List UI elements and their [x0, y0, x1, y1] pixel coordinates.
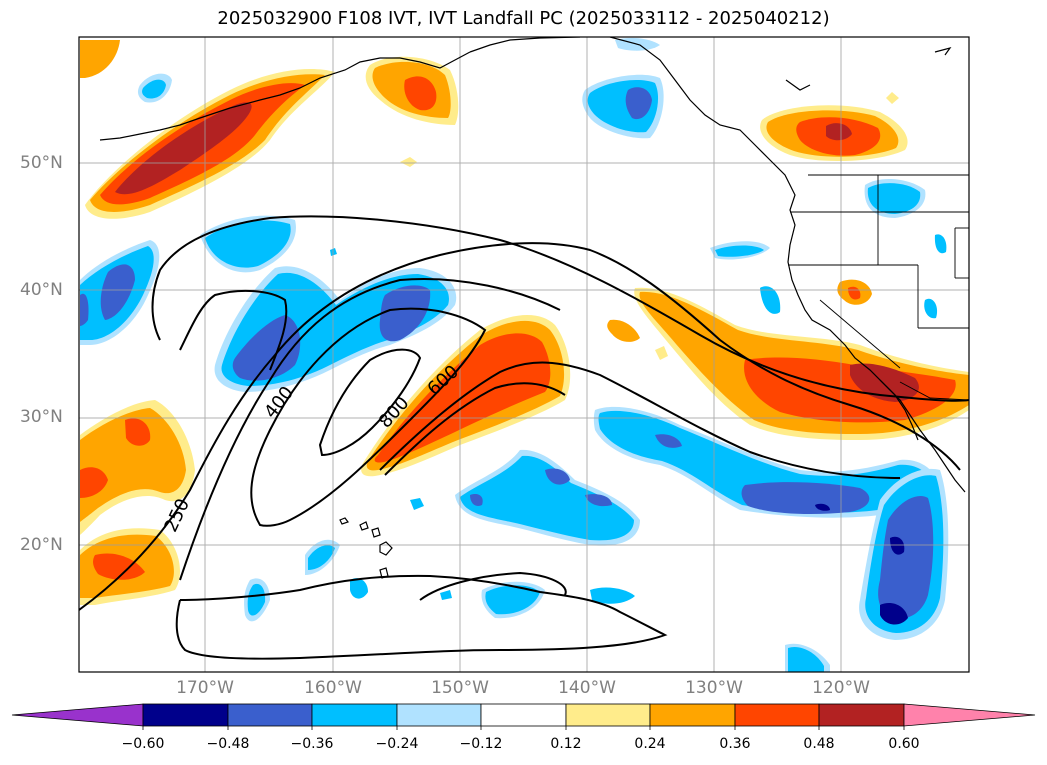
graticule: [79, 37, 969, 672]
lon-label-130w: 130°W: [685, 678, 743, 698]
colorbar-segment: [818, 703, 905, 727]
colorbar-tick: −0.24: [375, 736, 419, 752]
colorbar-tick: −0.60: [121, 736, 165, 752]
lat-label-40n: 40°N: [20, 280, 63, 300]
colorbar-tick: 0.24: [634, 736, 666, 752]
colorbar-tick: 0.12: [550, 736, 582, 752]
colorbar-segment: [227, 703, 313, 727]
colorbar-segment: [734, 703, 820, 727]
colorbar-segment: [396, 703, 482, 727]
political-borders: [788, 174, 969, 401]
negative-anomaly-fill: [80, 37, 949, 672]
lon-label-150w: 150°W: [431, 678, 489, 698]
colorbar-segment: [565, 703, 651, 727]
colorbar-segment: [142, 703, 229, 727]
lat-label-50n: 50°N: [20, 153, 63, 173]
lon-label-120w: 120°W: [812, 678, 870, 698]
lon-label-170w: 170°W: [176, 678, 234, 698]
ivt-contours: [79, 215, 969, 660]
map-title: 2025032900 F108 IVT, IVT Landfall PC (20…: [217, 8, 830, 29]
colorbar-segment: [649, 703, 736, 727]
colorbar-segment: [311, 703, 398, 727]
colorbar-tick: −0.36: [290, 736, 334, 752]
positive-anomaly-fill: [80, 40, 969, 605]
colorbar-extend-high: [903, 703, 1036, 727]
lon-label-140w: 140°W: [558, 678, 616, 698]
colorbar-tick: −0.12: [459, 736, 503, 752]
map-panel: [78, 36, 970, 673]
lat-label-20n: 20°N: [20, 535, 63, 555]
colorbar-extend-low: [11, 703, 144, 727]
coastlines: [99, 37, 966, 579]
colorbar-tick: 0.48: [803, 736, 835, 752]
colorbar-tick: 0.60: [888, 736, 920, 752]
colorbar-tick: 0.36: [719, 736, 751, 752]
colorbar-segment: [480, 703, 567, 727]
map-frame: [78, 36, 970, 673]
lon-label-160w: 160°W: [304, 678, 362, 698]
lat-label-30n: 30°N: [20, 407, 63, 427]
colorbar-tick: −0.48: [206, 736, 250, 752]
